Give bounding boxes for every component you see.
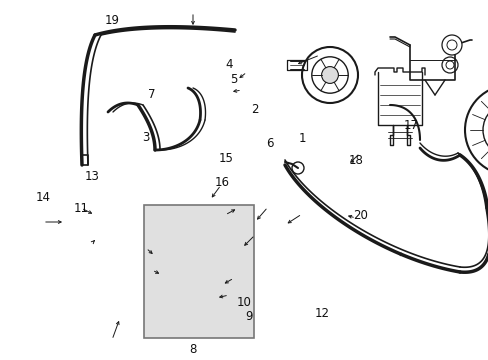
Text: 8: 8 bbox=[189, 343, 197, 356]
Circle shape bbox=[441, 35, 461, 55]
Bar bbox=[144, 205, 254, 338]
Text: 1: 1 bbox=[298, 132, 305, 145]
Text: 4: 4 bbox=[224, 58, 232, 71]
Text: 20: 20 bbox=[353, 209, 367, 222]
Text: 16: 16 bbox=[215, 176, 229, 189]
Text: 17: 17 bbox=[403, 119, 417, 132]
Text: 6: 6 bbox=[265, 137, 273, 150]
Text: 15: 15 bbox=[218, 152, 233, 165]
Text: 19: 19 bbox=[105, 14, 120, 27]
Text: 11: 11 bbox=[73, 202, 88, 215]
Text: 12: 12 bbox=[314, 307, 328, 320]
Text: 13: 13 bbox=[84, 170, 99, 183]
Circle shape bbox=[321, 67, 338, 84]
Text: 10: 10 bbox=[237, 296, 251, 309]
Text: 2: 2 bbox=[251, 103, 259, 116]
Text: 14: 14 bbox=[36, 191, 50, 204]
Text: 3: 3 bbox=[142, 131, 149, 144]
Text: 7: 7 bbox=[147, 88, 155, 101]
Text: 18: 18 bbox=[348, 154, 363, 167]
Text: 9: 9 bbox=[245, 310, 253, 323]
Text: 5: 5 bbox=[229, 73, 237, 86]
